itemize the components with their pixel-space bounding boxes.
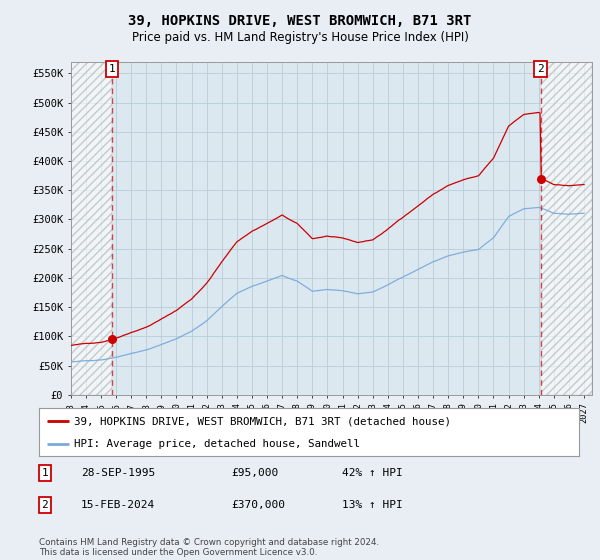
Text: 15-FEB-2024: 15-FEB-2024 [81,500,155,510]
Text: 1: 1 [109,64,116,74]
Text: 2: 2 [537,64,544,74]
Text: 1: 1 [41,468,49,478]
Text: HPI: Average price, detached house, Sandwell: HPI: Average price, detached house, Sand… [74,439,360,449]
Text: 39, HOPKINS DRIVE, WEST BROMWICH, B71 3RT (detached house): 39, HOPKINS DRIVE, WEST BROMWICH, B71 3R… [74,416,451,426]
Text: £95,000: £95,000 [231,468,278,478]
Text: 13% ↑ HPI: 13% ↑ HPI [342,500,403,510]
Text: Price paid vs. HM Land Registry's House Price Index (HPI): Price paid vs. HM Land Registry's House … [131,31,469,44]
Bar [541,62,592,395]
Text: 2: 2 [41,500,49,510]
Text: 28-SEP-1995: 28-SEP-1995 [81,468,155,478]
Text: 39, HOPKINS DRIVE, WEST BROMWICH, B71 3RT: 39, HOPKINS DRIVE, WEST BROMWICH, B71 3R… [128,14,472,28]
Text: £370,000: £370,000 [231,500,285,510]
Text: 42% ↑ HPI: 42% ↑ HPI [342,468,403,478]
Bar [71,62,112,395]
Text: Contains HM Land Registry data © Crown copyright and database right 2024.
This d: Contains HM Land Registry data © Crown c… [39,538,379,557]
